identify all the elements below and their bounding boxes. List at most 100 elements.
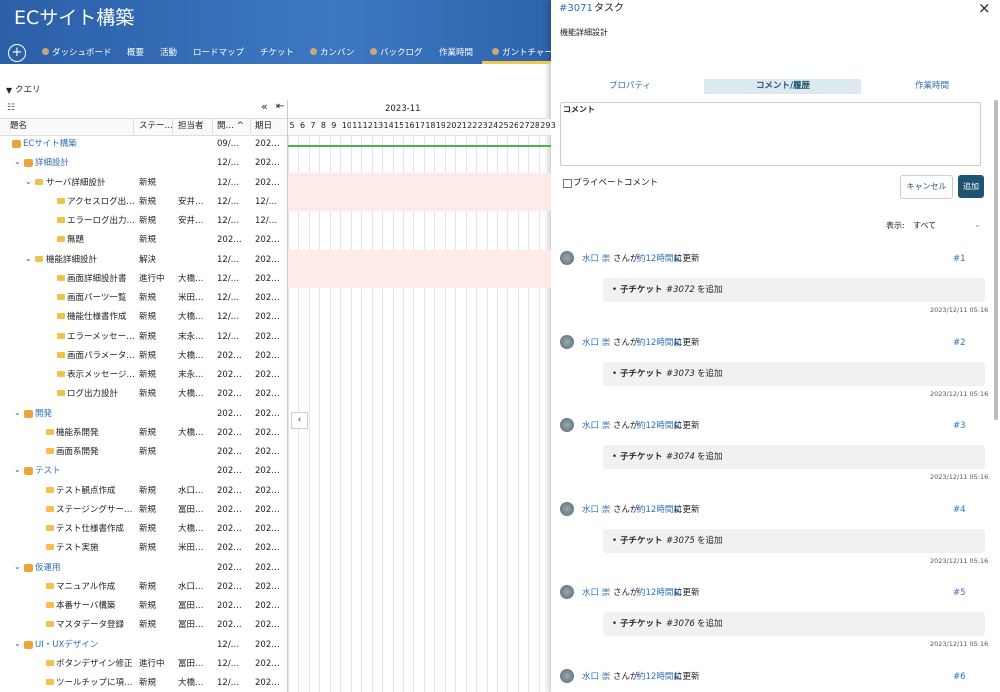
detail-ticket[interactable]: #3074 [666,452,695,462]
row-title[interactable]: ボタンデザイン修正 [56,658,133,669]
activity-user[interactable]: 水口 崇 [582,337,611,348]
panel-tab[interactable]: コメント/履歴 [755,81,811,91]
add-button[interactable]: + [8,44,26,62]
activity-number[interactable]: #6 [953,671,966,682]
nav-item[interactable]: 概要 [127,48,145,58]
row-title[interactable]: テスト実施 [56,543,99,554]
nav-item[interactable]: チケット [260,48,295,58]
expand-caret[interactable]: ⌄ [14,465,21,475]
row-title[interactable]: 機能系開発 [56,427,99,438]
day-line [455,134,457,692]
detail-ticket[interactable]: #3072 [666,285,695,295]
expand-caret[interactable]: ⌄ [14,157,21,167]
row-title[interactable]: 詳細設計 [35,158,70,169]
row-title[interactable]: 画面詳細設計書 [67,273,127,284]
row-title[interactable]: 本番サーバ構築 [56,601,116,611]
add-button[interactable]: 追加 [958,175,984,198]
row-status: 新規 [139,447,157,457]
day-line [507,134,509,692]
cancel-button[interactable]: キャンセル [900,175,953,199]
activity-user[interactable]: 水口 崇 [582,588,611,598]
row-title[interactable]: テスト仕様書作成 [56,524,125,534]
activity-time[interactable]: 約12時間前 [637,588,682,598]
activity-number[interactable]: #5 [953,588,966,598]
activity-time[interactable]: 約12時間前 [637,421,682,431]
activity-user[interactable]: 水口 崇 [582,421,611,431]
activity-user[interactable]: 水口 崇 [582,504,611,515]
row-title[interactable]: 無題 [67,235,85,246]
row-title[interactable]: ツールチップに項… [56,678,133,688]
row-title[interactable]: マスタデータ登録 [56,620,125,631]
activity-time[interactable]: 約12時間前 [637,671,682,682]
day-label: 19 [435,121,446,130]
row-assignee: 米田… [178,543,204,554]
query-link[interactable]: クエリ [15,85,41,95]
activity-number[interactable]: #1 [953,254,966,264]
close-button[interactable]: × [978,0,991,17]
gantt-today[interactable]: ⇤ [276,101,285,112]
panel-tab[interactable]: 作業時間 [914,81,949,91]
row-title[interactable]: 仮運用 [35,562,61,573]
row-title[interactable]: 機能詳細設計 [46,254,98,265]
private-checkbox[interactable] [563,179,572,188]
filter-select[interactable]: すべて [913,221,937,230]
comment-box[interactable] [560,102,981,166]
activity-time[interactable]: 約12時間前 [637,504,682,515]
task-icon [46,525,54,531]
row-title[interactable]: サーバ詳細設計 [46,177,106,188]
row-title[interactable]: UI・UXデザイン [35,639,99,650]
gantt-prev[interactable]: « [261,100,268,113]
nav-icon [310,48,317,55]
row-title[interactable]: 画面パラメータ… [67,350,135,361]
nav-item[interactable]: バックログ [380,48,423,58]
expand-caret[interactable]: ⌄ [25,176,32,186]
row-due: 202… [255,293,280,303]
nav-item[interactable]: ガントチャー [502,48,553,58]
expand-caret[interactable]: ⌄ [25,253,32,263]
expand-caret[interactable]: ⌄ [14,561,21,571]
task-icon [57,236,65,243]
panel-tab[interactable]: プロパティ [609,81,651,91]
activity-time[interactable]: 約12時間前 [637,337,682,348]
activity-user[interactable]: 水口 崇 [582,254,611,264]
row-title[interactable]: テスト観点作成 [56,485,116,496]
row-title[interactable]: ログ出力設計 [67,389,119,400]
expand-caret[interactable]: ⌄ [14,407,21,417]
row-title[interactable]: アクセスログ出… [67,196,135,207]
activity-time[interactable]: 約12時間前 [637,254,682,264]
row-start: 202… [217,447,242,457]
row-title[interactable]: 開発 [35,408,53,419]
detail-ticket[interactable]: #3075 [666,535,695,546]
nav-item[interactable]: 活動 [160,48,178,58]
activity-number[interactable]: #4 [953,504,966,515]
nav-item[interactable]: ロードマップ [193,48,245,58]
row-title[interactable]: 表示メッセージ… [67,370,135,380]
detail-ticket[interactable]: #3073 [666,368,695,379]
activity-number[interactable]: #2 [953,337,966,348]
row-assignee: 水口… [178,581,204,592]
activity-user[interactable]: 水口 崇 [582,671,611,682]
row-title[interactable]: エラーメッセー… [67,331,135,342]
month-label: 2023-11 [385,104,421,114]
expand-caret[interactable]: ⌄ [14,638,21,648]
group-icon [24,563,33,572]
row-title[interactable]: 機能仕様書作成 [67,312,127,323]
activity-number[interactable]: #3 [953,421,966,431]
row-title[interactable]: マニュアル作成 [56,581,116,592]
day-line [340,134,342,692]
nav-item[interactable]: 作業時間 [439,48,474,58]
row-title[interactable]: エラーログ出力… [67,216,136,226]
nav-item[interactable]: ダッシュボード [52,48,112,58]
row-title[interactable]: テスト [35,466,61,477]
nav-item[interactable]: カンバン [320,48,355,58]
task-icon [46,505,54,512]
row-title[interactable]: 画面パーツ一覧 [67,293,127,303]
row-title[interactable]: ステージングサー… [56,504,133,515]
detail-ticket[interactable]: #3076 [666,619,695,629]
row-title[interactable]: 画面系開発 [56,447,99,457]
row-highlight [288,191,551,211]
collapse-button[interactable]: ‹ [291,412,308,429]
day-label: 3 [550,121,556,130]
row-title[interactable]: ECサイト構築 [23,139,77,149]
row-highlight [288,268,551,288]
